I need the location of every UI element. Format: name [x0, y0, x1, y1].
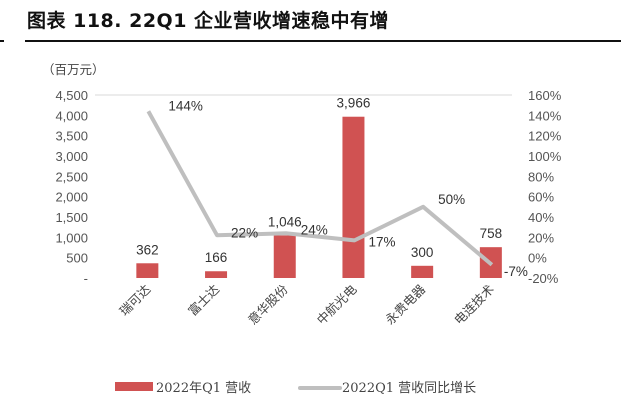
right-axis-tick: 100%: [528, 149, 562, 164]
left-axis-tick: 4,000: [55, 108, 88, 123]
right-axis-tick: 120%: [528, 129, 562, 144]
right-axis-tick: 40%: [528, 210, 554, 225]
bar-label: 3,966: [337, 96, 371, 111]
right-axis-tick: 0%: [528, 251, 547, 266]
bar-label: 362: [136, 242, 159, 257]
right-axis-tick: 60%: [528, 190, 554, 205]
left-axis-tick: 4,500: [55, 88, 88, 103]
legend-line-label: 2022Q1 营收同比增长: [342, 381, 476, 396]
category-label: 永贵电器: [382, 281, 428, 327]
category-label: 意华股份: [245, 281, 291, 327]
chart-title: 图表 118. 22Q1 企业营收增速稳中有增: [27, 10, 390, 32]
category-label: 电连技术: [451, 281, 497, 327]
bar-label: 300: [411, 245, 434, 260]
right-axis-tick: 20%: [528, 230, 554, 245]
category-label: 富士达: [185, 281, 222, 318]
left-axis-tick: 2,500: [55, 169, 88, 184]
left-axis-tick: 1,500: [55, 210, 88, 225]
bar-意华股份: [273, 235, 296, 278]
legend-bar-label: 2022年Q1 营收: [156, 381, 251, 396]
right-axis-tick: 160%: [528, 88, 562, 103]
left-axis-tick: 3,000: [55, 149, 88, 164]
line-label: -7%: [504, 264, 528, 279]
left-axis-unit: （百万元）: [42, 62, 105, 77]
right-axis-tick: 140%: [528, 108, 562, 123]
left-axis-tick: 500: [66, 251, 88, 266]
category-label: 中航光电: [314, 281, 360, 327]
legend-bar-swatch: [115, 382, 153, 391]
bar-中航光电: [342, 116, 365, 278]
bar-永贵电器: [411, 265, 434, 278]
bar-label: 758: [480, 226, 503, 241]
left-axis-tick: -: [84, 271, 88, 286]
bar-label: 166: [205, 250, 228, 265]
right-axis-tick: 80%: [528, 169, 554, 184]
line-label: 50%: [438, 192, 465, 207]
left-axis-tick: 1,000: [55, 230, 88, 245]
line-label: 24%: [301, 222, 328, 237]
left-axis-tick: 2,000: [55, 190, 88, 205]
line-label: 17%: [368, 234, 395, 249]
title-divider: [25, 40, 621, 42]
bar-瑞可达: [136, 263, 159, 278]
left-axis-tick: 3,500: [55, 129, 88, 144]
growth-line: [146, 110, 494, 267]
divider-tick: [0, 40, 4, 42]
bar-富士达: [205, 271, 228, 278]
category-label: 瑞可达: [116, 281, 153, 318]
bar-label: 1,046: [268, 214, 302, 229]
right-axis-tick: -20%: [528, 271, 559, 286]
line-label: 144%: [168, 98, 203, 113]
line-label: 22%: [231, 225, 258, 240]
